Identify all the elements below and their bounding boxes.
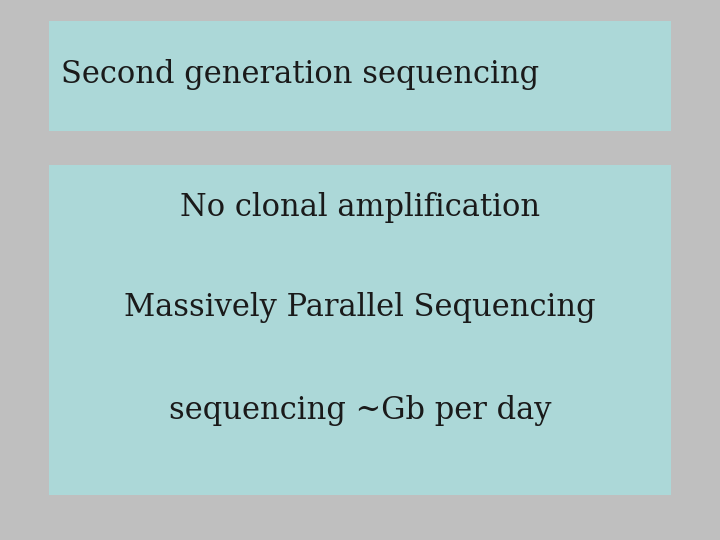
FancyBboxPatch shape [49,165,671,495]
Text: Second generation sequencing: Second generation sequencing [61,59,539,90]
Text: Massively Parallel Sequencing: Massively Parallel Sequencing [124,292,596,323]
Text: sequencing ~Gb per day: sequencing ~Gb per day [168,395,552,426]
FancyBboxPatch shape [49,21,671,131]
Text: No clonal amplification: No clonal amplification [180,192,540,224]
